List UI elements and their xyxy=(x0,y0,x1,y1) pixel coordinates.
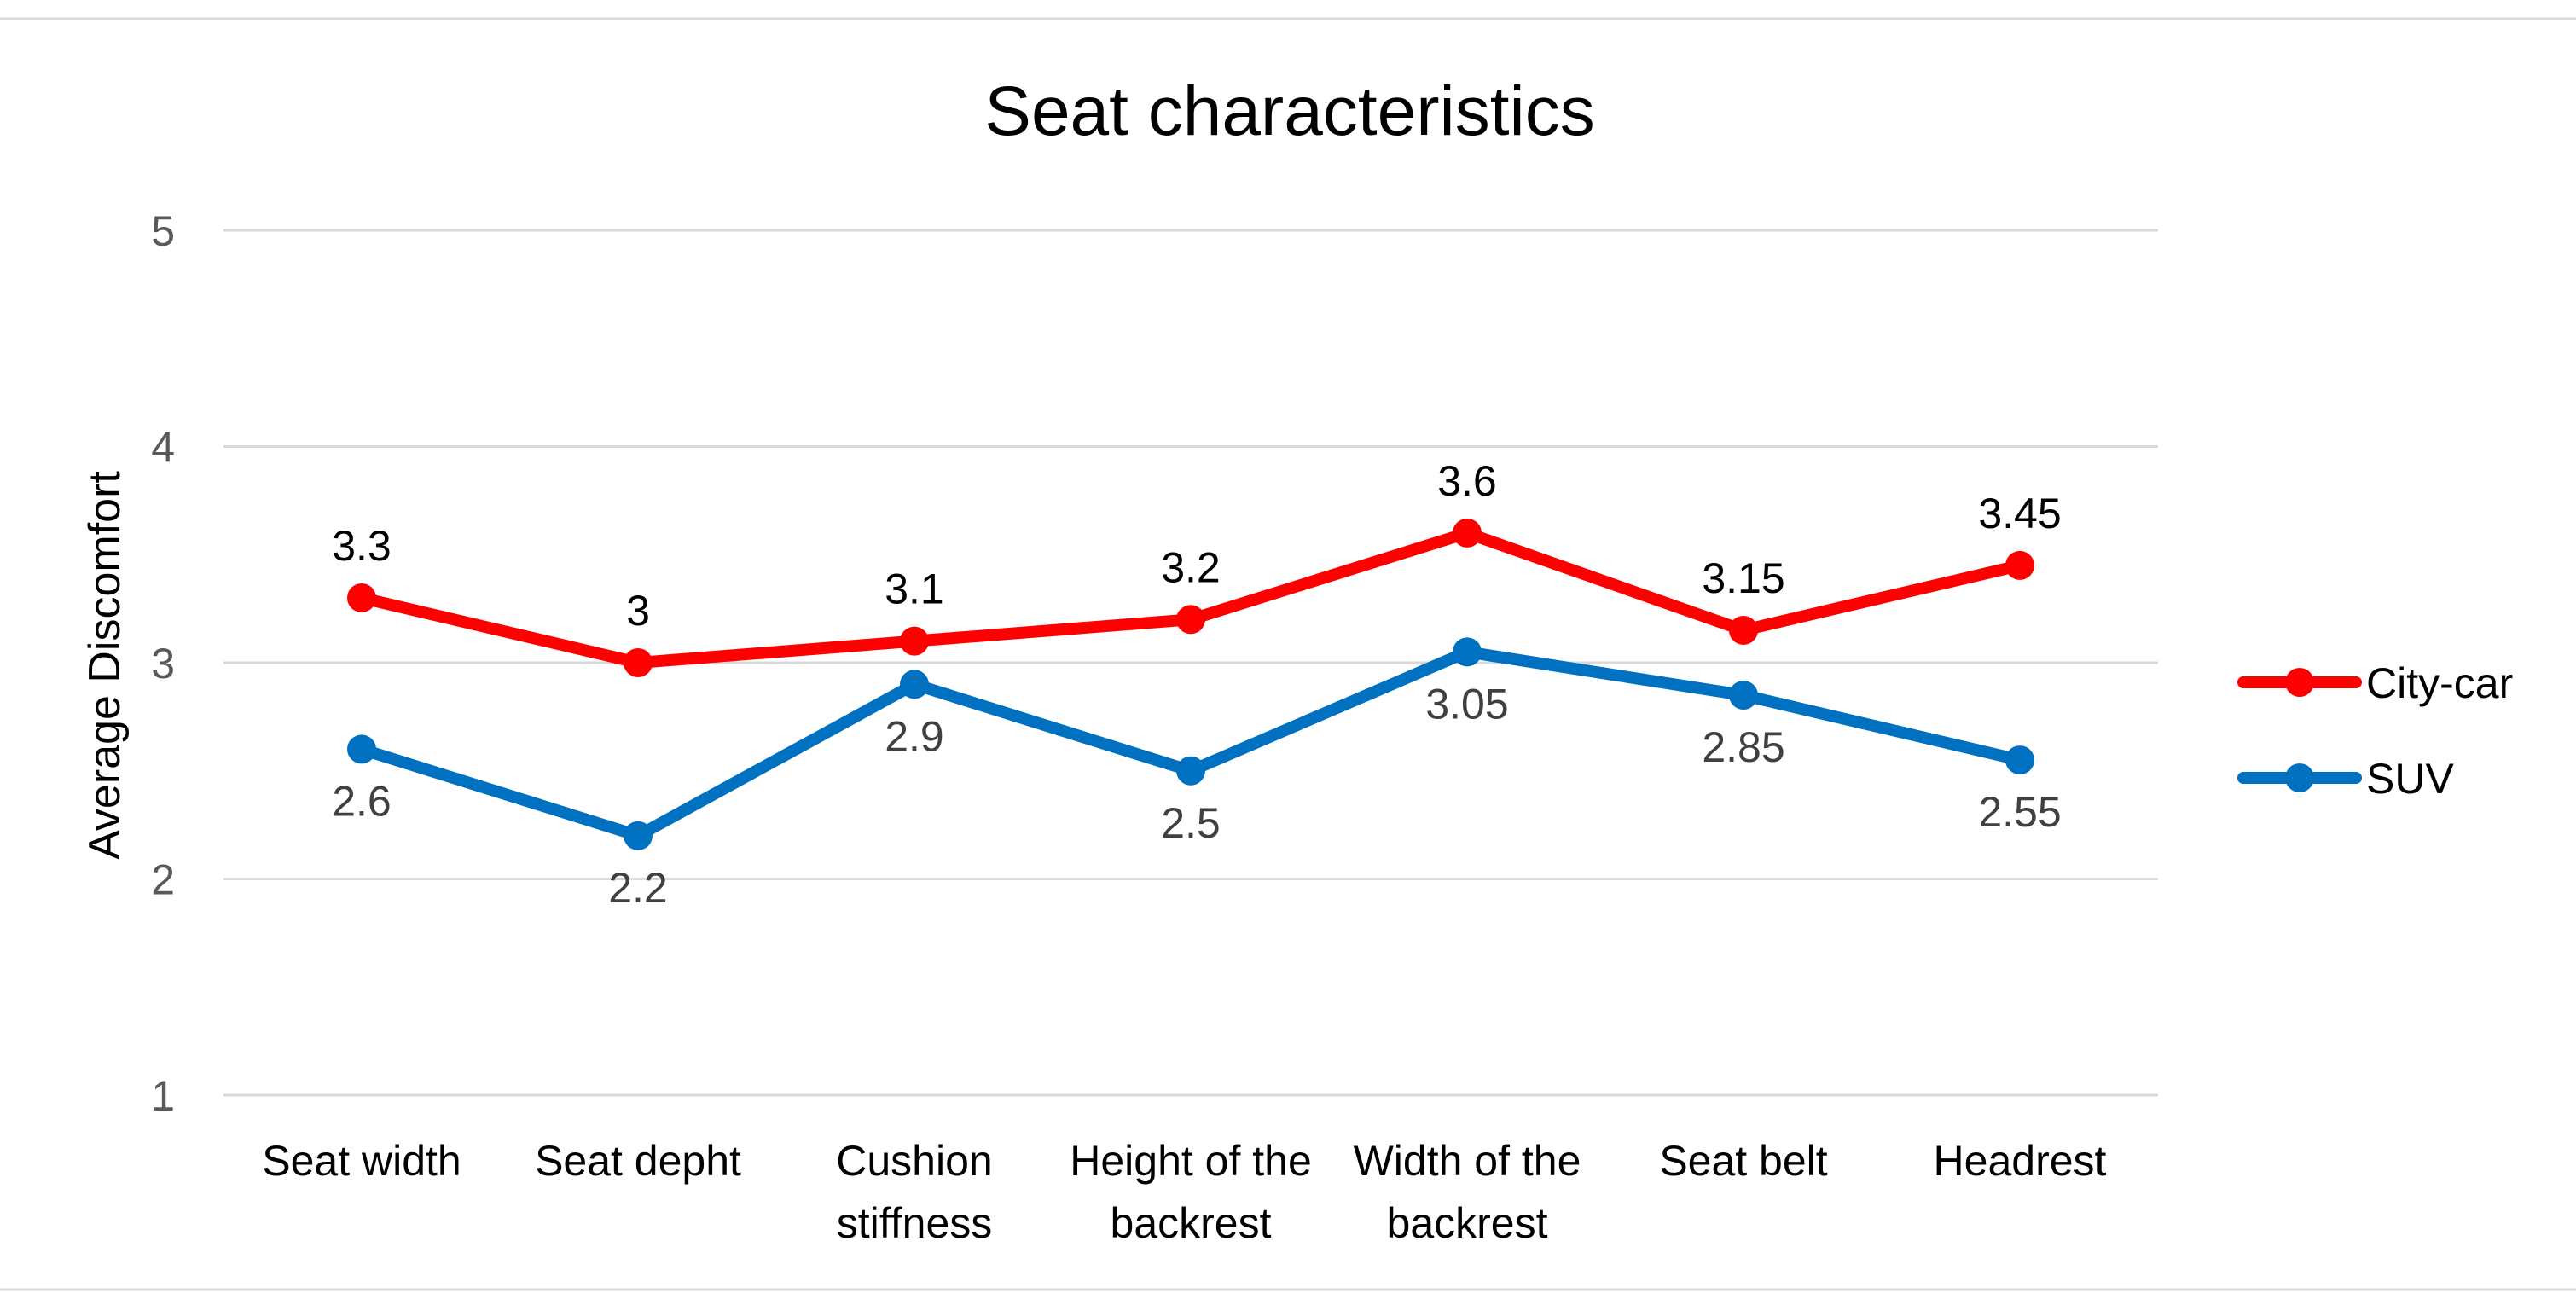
x-category-label: Seat width xyxy=(262,1137,461,1185)
data-label: 2.5 xyxy=(1161,799,1221,847)
y-tick-label: 1 xyxy=(151,1072,175,1120)
legend-label: SUV xyxy=(2366,755,2454,803)
data-label: 3.6 xyxy=(1437,457,1497,505)
y-axis-label: Average Discomfort xyxy=(80,471,130,860)
series-lines xyxy=(347,518,2034,850)
y-tick-label: 2 xyxy=(151,856,175,904)
chart-title: Seat characteristics xyxy=(984,72,1595,150)
data-point xyxy=(2005,745,2034,775)
data-label: 3.1 xyxy=(885,566,944,613)
data-label: 3.3 xyxy=(332,522,392,570)
data-label: 2.9 xyxy=(885,712,944,760)
y-axis-ticks: 1 2 3 4 5 xyxy=(151,207,175,1120)
data-point xyxy=(624,648,653,677)
y-tick-label: 4 xyxy=(151,424,175,472)
data-label: 3 xyxy=(626,587,650,635)
data-point xyxy=(624,821,653,850)
legend: City-car SUV xyxy=(2237,659,2513,803)
data-point xyxy=(2005,550,2034,580)
data-point xyxy=(347,734,376,764)
data-label: 3.45 xyxy=(1978,490,2061,537)
data-labels: 3.3 3 3.1 3.2 3.6 3.15 3.45 2.6 2.2 2.9 2.5 3.05 2.8… xyxy=(332,457,2061,912)
x-axis-categories: Seat width Seat depht Cushion stiffness Heig… xyxy=(262,1137,2106,1247)
gridlines xyxy=(223,229,2158,1097)
data-label: 2.55 xyxy=(1978,788,2061,836)
x-category-label: Height of the xyxy=(1070,1137,1312,1185)
legend-item: SUV xyxy=(2237,755,2454,803)
data-label: 3.2 xyxy=(1161,543,1221,591)
x-category-label: backrest xyxy=(1111,1199,1272,1247)
data-point xyxy=(1729,615,1758,645)
data-point xyxy=(1729,681,1758,710)
x-category-label: Cushion xyxy=(836,1137,992,1185)
legend-item: City-car xyxy=(2237,659,2513,707)
legend-label: City-car xyxy=(2366,659,2513,707)
x-category-label: backrest xyxy=(1387,1199,1548,1247)
legend-marker xyxy=(2285,668,2314,697)
y-tick-label: 3 xyxy=(151,640,175,687)
data-point xyxy=(1453,518,1482,548)
x-category-label: Width of the xyxy=(1354,1137,1581,1185)
y-tick-label: 5 xyxy=(151,207,175,255)
data-point xyxy=(1176,756,1205,786)
series-1 xyxy=(347,637,2034,850)
x-category-label: Headrest xyxy=(1934,1137,2107,1185)
data-label: 3.15 xyxy=(1702,554,1784,602)
data-label: 3.05 xyxy=(1425,680,1508,728)
x-category-label: Seat belt xyxy=(1659,1137,1827,1185)
data-label: 2.6 xyxy=(332,777,392,825)
x-category-label: Seat depht xyxy=(535,1137,741,1185)
data-point xyxy=(900,670,929,699)
series-0 xyxy=(347,518,2034,677)
x-category-label: stiffness xyxy=(837,1199,993,1247)
legend-marker xyxy=(2285,763,2314,792)
data-point xyxy=(1453,637,1482,667)
data-label: 2.2 xyxy=(608,864,668,912)
data-point xyxy=(347,583,376,612)
data-label: 2.85 xyxy=(1702,723,1784,771)
data-point xyxy=(1176,605,1205,635)
data-point xyxy=(900,626,929,656)
